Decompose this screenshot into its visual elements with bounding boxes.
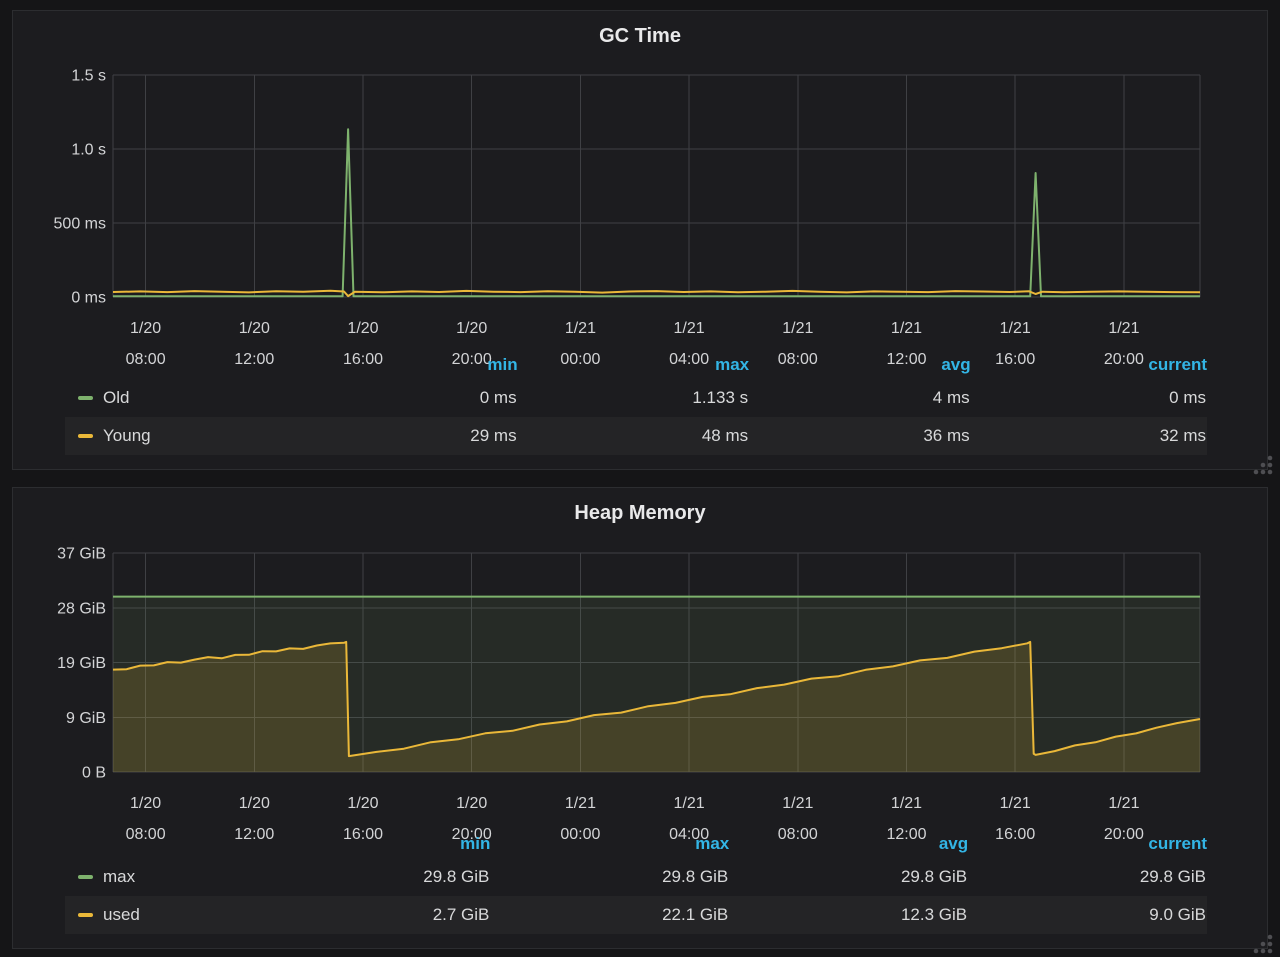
svg-text:9 GiB: 9 GiB: [66, 710, 106, 727]
svg-text:1/21: 1/21: [891, 320, 922, 337]
svg-text:1/20: 1/20: [239, 320, 270, 337]
svg-text:08:00: 08:00: [126, 351, 166, 368]
panel-title-gc-time[interactable]: GC Time: [599, 25, 681, 47]
svg-text:20:00: 20:00: [1104, 826, 1144, 843]
svg-text:1/21: 1/21: [782, 320, 813, 337]
svg-text:1/21: 1/21: [782, 795, 813, 812]
svg-text:1/21: 1/21: [1108, 795, 1139, 812]
young-max: 48 ms: [701, 426, 749, 445]
svg-text:04:00: 04:00: [669, 351, 709, 368]
svg-text:1/21: 1/21: [891, 795, 922, 812]
legend-label-old[interactable]: Old: [66, 388, 295, 408]
young-min: 29 ms: [470, 426, 517, 445]
young-series-swatch-icon: [78, 434, 93, 438]
svg-text:12:00: 12:00: [234, 826, 274, 843]
svg-text:1/20: 1/20: [456, 795, 487, 812]
svg-text:1/21: 1/21: [674, 795, 705, 812]
svg-text:1/20: 1/20: [456, 320, 487, 337]
svg-text:1/20: 1/20: [347, 320, 378, 337]
svg-text:1/20: 1/20: [130, 795, 161, 812]
legend-label-young[interactable]: Young: [66, 426, 295, 446]
legend-row-young: Young 29 ms 48 ms 36 ms 32 ms: [65, 417, 1207, 455]
legend-row-used: used 2.7 GiB 22.1 GiB 12.3 GiB 9.0 GiB: [65, 896, 1207, 934]
svg-text:04:00: 04:00: [669, 826, 709, 843]
max-current: 29.8 GiB: [1139, 867, 1206, 886]
max-max: 29.8 GiB: [662, 867, 729, 886]
svg-text:1/21: 1/21: [565, 320, 596, 337]
heap-memory-legend: min max avg current max 29.8 GiB 29.8 Gi…: [65, 832, 1207, 934]
svg-text:1/20: 1/20: [130, 320, 161, 337]
gc-time-legend: min max avg current Old 0 ms 1.133 s 4 m…: [65, 353, 1207, 455]
legend-header-row: min max avg current: [65, 353, 1207, 379]
svg-text:00:00: 00:00: [560, 826, 600, 843]
legend-header-current[interactable]: current: [1148, 355, 1207, 374]
svg-text:12:00: 12:00: [886, 826, 926, 843]
svg-text:1/21: 1/21: [1000, 795, 1031, 812]
old-max: 1.133 s: [692, 388, 749, 407]
svg-text:37 GiB: 37 GiB: [57, 546, 106, 563]
legend-header-avg[interactable]: avg: [938, 834, 969, 853]
panel-title-heap-memory[interactable]: Heap Memory: [574, 502, 706, 524]
max-min: 29.8 GiB: [423, 867, 490, 886]
young-current: 32 ms: [1159, 426, 1206, 445]
old-current: 0 ms: [1169, 388, 1206, 407]
legend-header-max[interactable]: max: [695, 834, 730, 853]
svg-text:500 ms: 500 ms: [54, 216, 106, 233]
svg-text:20:00: 20:00: [452, 351, 492, 368]
old-series-swatch-icon: [78, 396, 93, 400]
legend-row-max: max 29.8 GiB 29.8 GiB 29.8 GiB 29.8 GiB: [65, 858, 1207, 896]
legend-label-used[interactable]: used: [66, 905, 251, 925]
max-series-swatch-icon: [78, 875, 93, 879]
legend-header-current[interactable]: current: [1148, 834, 1207, 853]
svg-text:08:00: 08:00: [126, 826, 166, 843]
panel-gc-time: GC Time 1.5 s 1.0 s 500 ms 0 ms 1/20 08:00 1/2…: [12, 10, 1273, 475]
legend-label-max[interactable]: max: [66, 867, 251, 887]
svg-text:1.5 s: 1.5 s: [71, 68, 106, 85]
used-min: 2.7 GiB: [432, 905, 490, 924]
svg-text:0 ms: 0 ms: [71, 290, 106, 307]
svg-text:16:00: 16:00: [995, 351, 1035, 368]
legend-header-row: min max avg current: [65, 832, 1207, 858]
svg-text:1/20: 1/20: [347, 795, 378, 812]
svg-text:1/21: 1/21: [674, 320, 705, 337]
svg-text:12:00: 12:00: [886, 351, 926, 368]
legend-header-avg[interactable]: avg: [941, 355, 971, 374]
svg-text:08:00: 08:00: [778, 826, 818, 843]
gc-time-chart-canvas[interactable]: 1.5 s 1.0 s 500 ms 0 ms 1/20 08:00 1/20 12:00 1/…: [13, 11, 1269, 469]
svg-text:0 B: 0 B: [82, 765, 106, 782]
heap-memory-chart-canvas[interactable]: 37 GiB 28 GiB 19 GiB 9 GiB 0 B 1/20 08:00 1/20 1…: [13, 488, 1269, 948]
svg-text:28 GiB: 28 GiB: [57, 600, 106, 617]
used-series-swatch-icon: [78, 913, 93, 917]
svg-text:1/21: 1/21: [1108, 320, 1139, 337]
used-current: 9.0 GiB: [1149, 905, 1206, 924]
svg-text:16:00: 16:00: [343, 351, 383, 368]
legend-header-max[interactable]: max: [715, 355, 750, 374]
panel-resize-handle-icon[interactable]: [1252, 454, 1274, 476]
max-avg: 29.8 GiB: [900, 867, 968, 886]
old-avg: 4 ms: [932, 388, 970, 407]
svg-text:00:00: 00:00: [560, 351, 600, 368]
legend-header-min[interactable]: min: [460, 834, 491, 853]
svg-text:1/21: 1/21: [1000, 320, 1031, 337]
svg-text:16:00: 16:00: [995, 826, 1035, 843]
svg-text:19 GiB: 19 GiB: [57, 655, 106, 672]
svg-text:1.0 s: 1.0 s: [71, 142, 106, 159]
panel-resize-handle-icon[interactable]: [1252, 933, 1274, 955]
svg-text:1/20: 1/20: [239, 795, 270, 812]
svg-text:16:00: 16:00: [343, 826, 383, 843]
svg-text:1/21: 1/21: [565, 795, 596, 812]
svg-text:08:00: 08:00: [778, 351, 818, 368]
legend-header-min[interactable]: min: [487, 355, 518, 374]
svg-text:20:00: 20:00: [452, 826, 492, 843]
svg-text:20:00: 20:00: [1104, 351, 1144, 368]
used-avg: 12.3 GiB: [900, 905, 968, 924]
svg-text:12:00: 12:00: [234, 351, 274, 368]
legend-row-old: Old 0 ms 1.133 s 4 ms 0 ms: [65, 379, 1207, 417]
used-max: 22.1 GiB: [662, 905, 729, 924]
panel-heap-memory: Heap Memory 37 GiB 28 GiB 19 GiB 9 GiB 0 B 1/…: [12, 487, 1273, 954]
old-min: 0 ms: [479, 388, 517, 407]
young-avg: 36 ms: [923, 426, 970, 445]
